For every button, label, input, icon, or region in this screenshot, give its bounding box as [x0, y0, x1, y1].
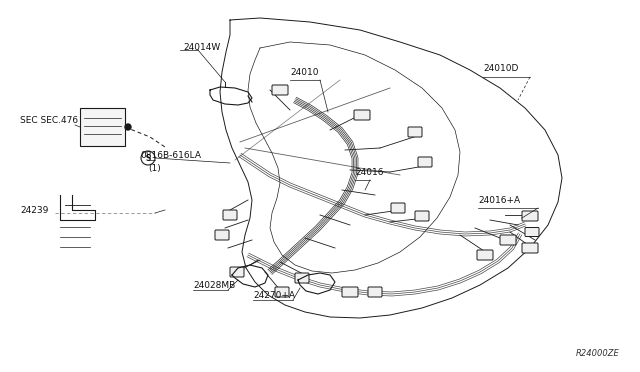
- FancyBboxPatch shape: [522, 211, 538, 221]
- Text: 24014W: 24014W: [183, 42, 220, 51]
- FancyBboxPatch shape: [275, 287, 289, 297]
- Text: 24028MB: 24028MB: [193, 280, 236, 289]
- FancyBboxPatch shape: [525, 228, 539, 237]
- Text: 0816B-616LA: 0816B-616LA: [140, 151, 201, 160]
- FancyBboxPatch shape: [223, 210, 237, 220]
- Text: 24016: 24016: [355, 167, 383, 176]
- Circle shape: [125, 124, 131, 130]
- Text: 24010: 24010: [290, 67, 319, 77]
- FancyBboxPatch shape: [272, 85, 288, 95]
- FancyBboxPatch shape: [477, 250, 493, 260]
- FancyBboxPatch shape: [391, 203, 405, 213]
- FancyBboxPatch shape: [418, 157, 432, 167]
- FancyBboxPatch shape: [354, 110, 370, 120]
- Text: 24010D: 24010D: [483, 64, 518, 73]
- FancyBboxPatch shape: [368, 287, 382, 297]
- FancyBboxPatch shape: [415, 211, 429, 221]
- FancyBboxPatch shape: [230, 267, 244, 277]
- Bar: [80, 108, 125, 146]
- Text: 24016+A: 24016+A: [478, 196, 520, 205]
- FancyBboxPatch shape: [408, 127, 422, 137]
- FancyBboxPatch shape: [215, 230, 229, 240]
- FancyBboxPatch shape: [295, 273, 309, 283]
- FancyBboxPatch shape: [342, 287, 358, 297]
- Text: S: S: [145, 154, 150, 163]
- Text: (1): (1): [148, 164, 161, 173]
- Text: 24270+A: 24270+A: [253, 291, 295, 299]
- Text: SEC SEC.476: SEC SEC.476: [20, 115, 78, 125]
- Text: 24239: 24239: [20, 205, 49, 215]
- FancyBboxPatch shape: [500, 235, 516, 245]
- Text: R24000ZE: R24000ZE: [576, 349, 620, 358]
- FancyBboxPatch shape: [522, 243, 538, 253]
